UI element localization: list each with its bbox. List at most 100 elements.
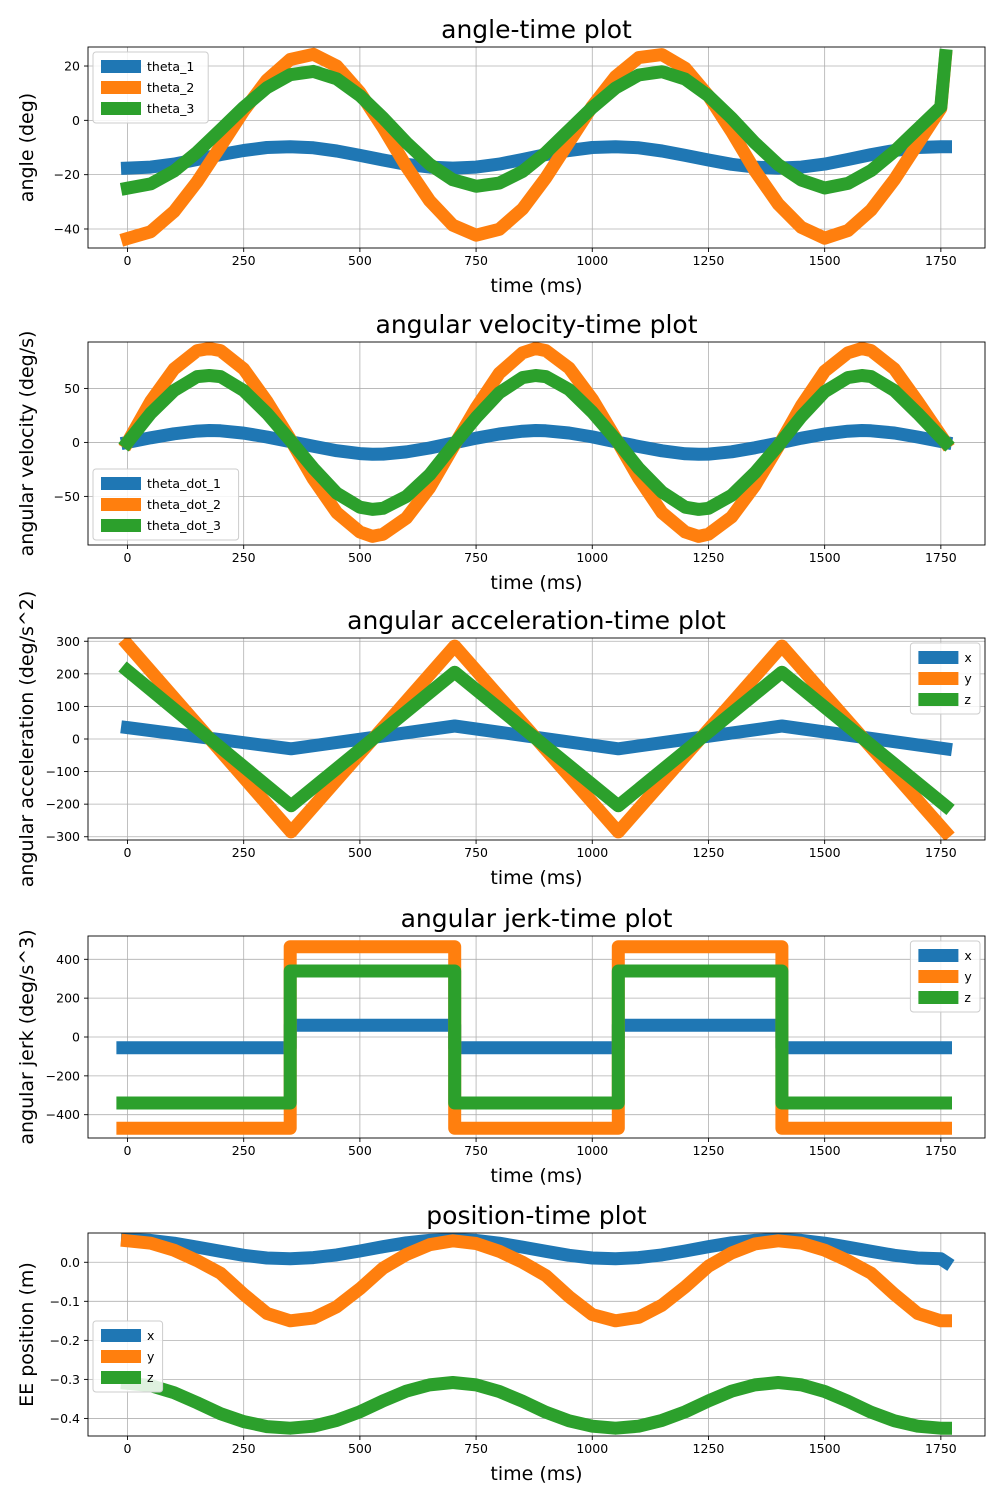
legend-label-theta_dot_2: theta_dot_2 (147, 497, 221, 512)
x-tick-label: 1250 (693, 550, 725, 565)
x-tick-label: 1000 (576, 1143, 608, 1158)
x-tick-label: 1500 (809, 1143, 841, 1158)
legend-label-theta_2: theta_2 (147, 80, 194, 95)
y-tick-label: 0 (72, 113, 80, 128)
chart-title: position-time plot (426, 1201, 647, 1230)
x-tick-label: 1750 (925, 845, 957, 860)
legend-label-z: z (964, 990, 971, 1005)
x-tick-label: 1750 (925, 253, 957, 268)
series-group (116, 940, 952, 1135)
y-tick-label: 0 (72, 732, 80, 747)
y-axis-label: angular jerk (deg/s^3) (16, 929, 38, 1144)
x-tick-label: 1500 (809, 845, 841, 860)
subplot-2: 0 250 500 750 1000 1250 1500 1750 −50 0 50 angular … (16, 310, 986, 594)
y-axis-label: EE position (m) (16, 1262, 38, 1407)
series-line-z (118, 661, 955, 815)
series-line-theta_2 (119, 47, 953, 247)
y-tick-label: 300 (56, 634, 80, 649)
chart-title: angular acceleration-time plot (347, 606, 726, 635)
x-tick-label: 1000 (576, 253, 608, 268)
y-axis-label: angular acceleration (deg/s^2) (16, 591, 38, 888)
legend: xyz (92, 1320, 164, 1393)
y-tick-label: −200 (46, 797, 80, 812)
x-tick-label: 1750 (925, 1441, 957, 1456)
x-tick-label: 1250 (693, 845, 725, 860)
y-tick-label: −20 (54, 167, 80, 182)
x-tick-label: 750 (464, 845, 488, 860)
legend-label-y: y (964, 969, 972, 984)
series-line-z (116, 964, 952, 1110)
y-tick-label: 50 (64, 381, 80, 396)
y-tick-label: −40 (54, 221, 80, 236)
x-tick-label: 0 (124, 1143, 132, 1158)
legend-label-y: y (147, 1349, 155, 1364)
subplot-5: 0 250 500 750 1000 1250 1500 1750 −0.4 −0.3 −0.2 −0… (16, 1201, 986, 1485)
legend-label-x: x (147, 1328, 154, 1343)
y-axis-label: angle (deg) (16, 93, 38, 202)
chart-title: angle-time plot (441, 15, 632, 44)
x-tick-label: 500 (348, 1441, 372, 1456)
series-line-theta_dot_2 (118, 342, 955, 543)
x-tick-label: 500 (348, 550, 372, 565)
subplot-1: 0 250 500 750 1000 1250 1500 1750 −40 −20 0 20 angle… (16, 15, 986, 297)
x-axis-label: time (ms) (490, 1165, 582, 1187)
x-tick-label: 750 (464, 1441, 488, 1456)
axes-frame (87, 1232, 986, 1437)
series-line-theta_3 (119, 48, 953, 196)
x-tick-label: 1000 (576, 1441, 608, 1456)
x-tick-label: 250 (232, 845, 256, 860)
x-tick-label: 250 (232, 550, 256, 565)
y-tick-label: 100 (56, 699, 80, 714)
x-tick-label: 0 (124, 253, 132, 268)
y-tick-label: −100 (46, 764, 80, 779)
chart-title: angular velocity-time plot (376, 310, 698, 339)
x-tick-label: 0 (124, 845, 132, 860)
legend: theta_1 theta_2 theta_3 (92, 51, 209, 124)
x-tick-label: 1000 (576, 550, 608, 565)
y-tick-label: −50 (54, 489, 80, 504)
series-line-theta_dot_3 (118, 369, 955, 516)
y-tick-label: 200 (56, 991, 80, 1006)
y-tick-label: −300 (46, 829, 80, 844)
x-axis-label: time (ms) (490, 275, 582, 297)
x-axis-label: time (ms) (490, 572, 582, 594)
x-tick-label: 1250 (693, 1143, 725, 1158)
y-tick-label: −0.2 (50, 1333, 80, 1348)
x-tick-label: 1750 (925, 1143, 957, 1158)
series-line-x (116, 1018, 952, 1055)
subplot-3: 0 250 500 750 1000 1250 1500 1750 −300 −200 −100 0 1… (16, 591, 986, 889)
legend-label-z: z (147, 1370, 154, 1385)
series-group (120, 1233, 955, 1435)
x-tick-label: 750 (464, 253, 488, 268)
axes-frame (87, 341, 986, 546)
legend-label-theta_3: theta_3 (147, 101, 194, 116)
legend-label-x: x (964, 948, 971, 963)
x-axis-label: time (ms) (490, 867, 582, 889)
y-tick-label: 400 (56, 952, 80, 967)
y-axis-label: angular velocity (deg/s) (16, 331, 38, 557)
legend: xyz (909, 940, 981, 1013)
legend-label-x: x (964, 650, 971, 665)
x-tick-label: 0 (124, 1441, 132, 1456)
legend: theta_dot_1 theta_dot_2 theta_dot_3 (92, 468, 240, 541)
x-tick-label: 1500 (809, 550, 841, 565)
series-line-z (120, 1376, 952, 1435)
x-tick-label: 0 (124, 550, 132, 565)
x-tick-label: 1000 (576, 845, 608, 860)
y-tick-label: 20 (64, 59, 80, 74)
legend-label-y: y (964, 671, 972, 686)
y-tick-label: 0.0 (60, 1255, 80, 1270)
series-line-y (120, 1233, 952, 1328)
legend-label-z: z (964, 692, 971, 707)
x-tick-label: 750 (464, 1143, 488, 1158)
x-axis-label: time (ms) (490, 1463, 582, 1485)
y-tick-label: 0 (72, 1030, 80, 1045)
legend-label-theta_dot_1: theta_dot_1 (147, 476, 221, 491)
legend-label-theta_1: theta_1 (147, 59, 194, 74)
x-tick-label: 1250 (693, 1441, 725, 1456)
x-tick-label: 250 (232, 253, 256, 268)
series-line-theta_dot_1 (119, 424, 954, 461)
chart-title: angular jerk-time plot (401, 904, 673, 933)
axes-frame (87, 46, 986, 249)
x-tick-label: 500 (348, 845, 372, 860)
